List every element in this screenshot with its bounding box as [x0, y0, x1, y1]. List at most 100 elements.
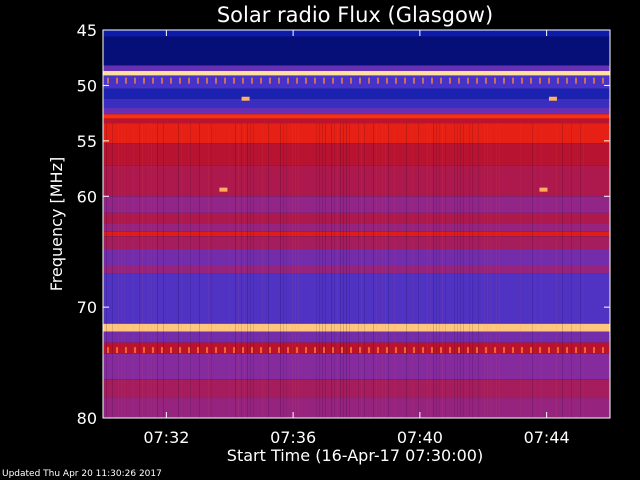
- burst-mark: [521, 347, 523, 354]
- frequency-band: [103, 231, 610, 237]
- burst-mark: [314, 77, 316, 84]
- burst-mark: [296, 347, 298, 354]
- burst-mark: [440, 77, 442, 84]
- burst-mark: [503, 77, 505, 84]
- time-column: [364, 123, 365, 419]
- time-column: [358, 123, 359, 419]
- bright-spot: [241, 96, 250, 101]
- time-column: [118, 123, 119, 419]
- burst-mark: [404, 77, 406, 84]
- time-column: [268, 123, 269, 419]
- time-column: [292, 123, 293, 419]
- burst-mark: [530, 347, 532, 354]
- time-column: [418, 123, 419, 419]
- burst-mark: [548, 347, 550, 354]
- burst-mark: [134, 77, 136, 84]
- burst-mark: [593, 347, 595, 354]
- time-column: [325, 123, 326, 419]
- burst-mark: [170, 347, 172, 354]
- burst-mark: [251, 347, 253, 354]
- frequency-band: [103, 224, 610, 232]
- burst-mark: [449, 77, 451, 84]
- time-column: [376, 123, 377, 419]
- time-column: [295, 123, 296, 419]
- burst-mark: [386, 77, 388, 84]
- burst-mark: [197, 77, 199, 84]
- time-column: [151, 123, 152, 419]
- burst-mark: [359, 77, 361, 84]
- frequency-band: [103, 212, 610, 224]
- burst-mark: [152, 347, 154, 354]
- x-tick-label: 07:36: [270, 428, 316, 447]
- frequency-band: [103, 65, 610, 72]
- burst-mark: [260, 77, 262, 84]
- burst-mark: [377, 347, 379, 354]
- burst-mark: [422, 77, 424, 84]
- frequency-band: [103, 196, 610, 213]
- burst-mark: [224, 77, 226, 84]
- frequency-band: [103, 265, 610, 274]
- y-tick-label: 45: [77, 21, 97, 40]
- time-column: [385, 123, 386, 419]
- time-column: [445, 123, 446, 419]
- burst-mark: [287, 77, 289, 84]
- burst-mark: [494, 77, 496, 84]
- time-column: [298, 123, 299, 419]
- time-column: [154, 123, 155, 419]
- time-column: [499, 123, 500, 419]
- burst-mark: [188, 77, 190, 84]
- time-column: [148, 123, 149, 419]
- burst-mark: [341, 347, 343, 354]
- burst-mark: [566, 77, 568, 84]
- burst-mark: [161, 347, 163, 354]
- burst-mark: [332, 347, 334, 354]
- time-column: [556, 123, 557, 419]
- burst-mark: [233, 347, 235, 354]
- burst-mark: [539, 77, 541, 84]
- burst-mark: [485, 347, 487, 354]
- time-column: [208, 123, 209, 419]
- time-column: [235, 123, 236, 419]
- burst-mark: [503, 347, 505, 354]
- time-column: [280, 123, 281, 419]
- time-column: [487, 123, 488, 419]
- bright-spots: [219, 96, 557, 192]
- bright-spot: [539, 187, 548, 192]
- y-tick-label: 55: [77, 132, 97, 151]
- x-axis-label: Start Time (16-Apr-17 07:30:00): [227, 446, 483, 465]
- burst-mark: [242, 77, 244, 84]
- burst-mark: [260, 347, 262, 354]
- burst-mark: [359, 347, 361, 354]
- frequency-band: [103, 342, 610, 354]
- burst-mark: [305, 77, 307, 84]
- chart-title: Solar radio Flux (Glasgow): [217, 3, 493, 27]
- frequency-band: [103, 323, 610, 332]
- time-column: [247, 123, 248, 419]
- time-column: [535, 123, 536, 419]
- y-tick-label: 60: [77, 187, 97, 206]
- burst-mark: [206, 347, 208, 354]
- burst-mark: [584, 77, 586, 84]
- burst-mark: [269, 77, 271, 84]
- bright-spot: [548, 96, 557, 101]
- burst-mark: [242, 347, 244, 354]
- burst-mark: [170, 77, 172, 84]
- burst-mark: [602, 77, 604, 84]
- burst-mark: [575, 77, 577, 84]
- time-column: [439, 123, 440, 419]
- time-column: [430, 123, 431, 419]
- burst-mark: [107, 77, 109, 84]
- time-column: [286, 123, 287, 419]
- time-column: [322, 123, 323, 419]
- frequency-band: [103, 107, 610, 115]
- time-column: [112, 123, 113, 419]
- burst-mark: [440, 347, 442, 354]
- time-column: [157, 123, 158, 419]
- time-column: [238, 123, 239, 419]
- time-column: [382, 123, 383, 419]
- frequency-band: [103, 30, 610, 37]
- plot-frame: [102, 29, 611, 419]
- frequency-band: [103, 331, 610, 343]
- spectrogram-plot: [102, 29, 611, 419]
